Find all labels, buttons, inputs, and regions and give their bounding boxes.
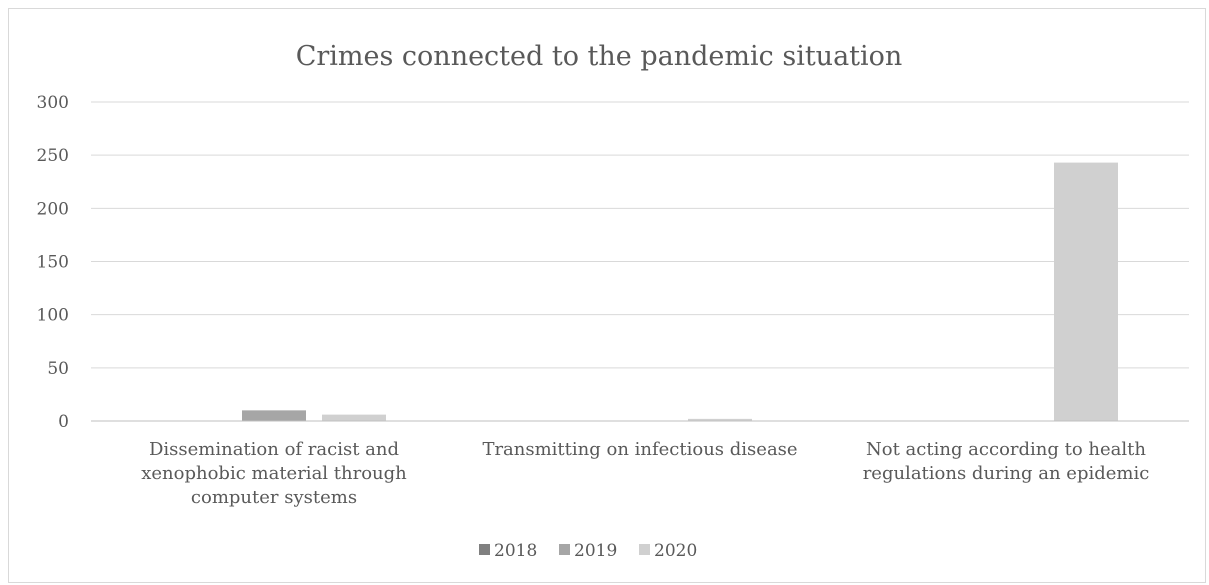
bars — [242, 162, 1118, 422]
category-labels: Dissemination of racist and xenophobic ma… — [141, 439, 1149, 508]
bar-2020-cat3 — [1054, 162, 1118, 422]
y-tick-label: 100 — [37, 306, 69, 326]
bar-chart: Crimes connected to the pandemic situati… — [37, 41, 1189, 561]
category-label: Dissemination of racist and — [149, 439, 399, 460]
y-tick-label: 50 — [47, 359, 69, 379]
gridlines — [91, 101, 1189, 369]
legend: 2018 2019 2020 — [479, 541, 697, 561]
y-tick-label: 200 — [37, 199, 69, 219]
y-tick-label: 150 — [37, 253, 69, 273]
legend-label-2018: 2018 — [494, 541, 537, 561]
category-label: Not acting according to health — [866, 439, 1146, 460]
bar-2020-cat1 — [322, 414, 386, 421]
legend-label-2020: 2020 — [654, 541, 697, 561]
bar-2019-cat1 — [242, 410, 306, 421]
chart-title: Crimes connected to the pandemic situati… — [296, 41, 903, 72]
y-tick-label: 250 — [37, 146, 69, 166]
bar-2020-cat2 — [688, 418, 752, 421]
category-label: Transmitting on infectious disease — [482, 439, 797, 460]
legend-swatch-2020 — [639, 544, 650, 555]
category-label: xenophobic material through — [141, 463, 407, 484]
y-axis-ticks: 0 50 100 150 200 250 300 — [37, 93, 69, 432]
y-tick-label: 0 — [58, 412, 69, 432]
chart-container: Crimes connected to the pandemic situati… — [8, 8, 1206, 583]
legend-label-2019: 2019 — [574, 541, 617, 561]
legend-swatch-2018 — [479, 544, 490, 555]
category-label: regulations during an epidemic — [863, 463, 1150, 484]
legend-swatch-2019 — [559, 544, 570, 555]
category-label: computer systems — [191, 487, 357, 508]
y-tick-label: 300 — [37, 93, 69, 113]
